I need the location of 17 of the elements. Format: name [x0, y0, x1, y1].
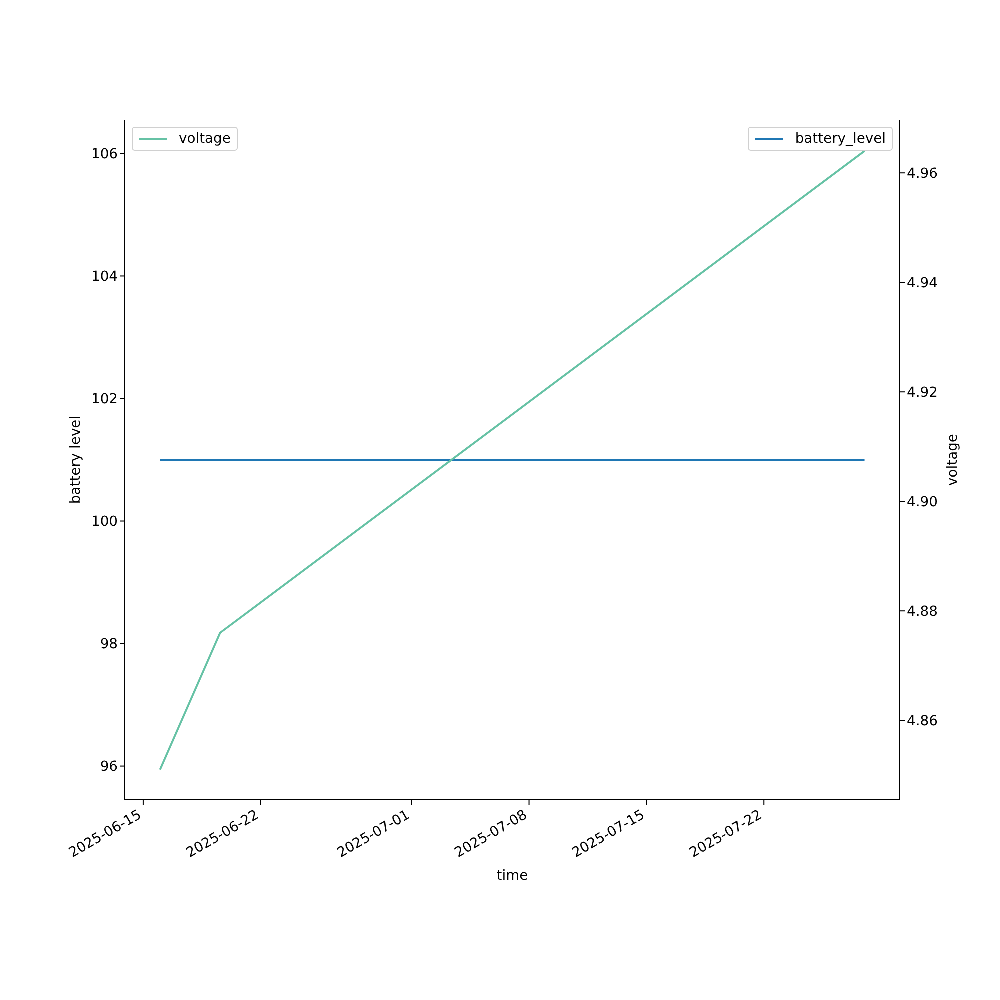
y2-tick-label: 4.96	[907, 166, 938, 182]
y-axis-title: battery level	[68, 416, 84, 504]
y2-tick-label: 4.92	[907, 385, 938, 402]
y2-tick-label: 4.90	[907, 494, 938, 511]
x-axis-title: time	[496, 868, 528, 884]
y2-tick-label: 4.88	[907, 604, 938, 620]
legend-label: voltage	[179, 130, 231, 148]
y-tick-label: 98	[100, 636, 118, 653]
y-tick-label: 104	[91, 269, 118, 286]
y-tick-label: 106	[91, 146, 118, 163]
y2-tick-label: 4.94	[907, 276, 938, 292]
y-tick-label: 100	[91, 514, 118, 530]
y2-axis-title: voltage	[944, 434, 961, 486]
y2-tick-label: 4.86	[907, 714, 938, 730]
y-tick-label: 102	[91, 392, 118, 408]
y-tick-label: 96	[100, 759, 118, 776]
legend-label: battery_level	[795, 130, 886, 148]
